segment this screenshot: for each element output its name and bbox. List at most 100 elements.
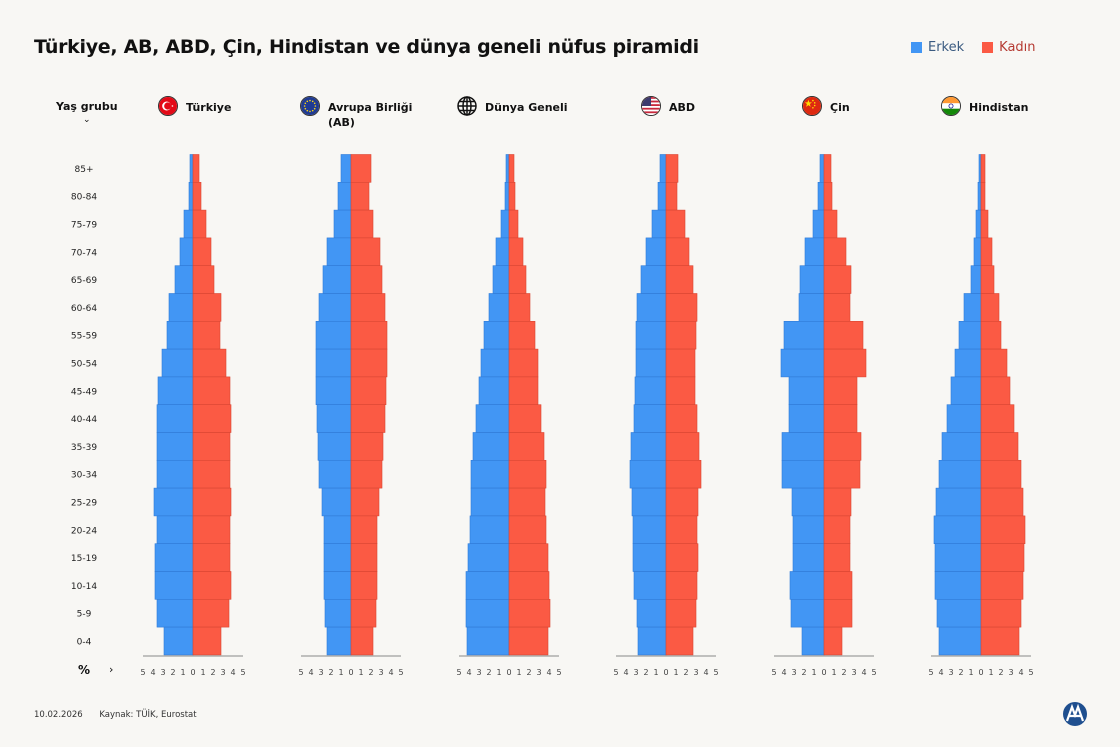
bar-female	[350, 543, 378, 572]
india-flag-icon	[941, 96, 961, 116]
bar-female	[350, 376, 387, 405]
x-tick-label: 2	[170, 668, 175, 677]
bar-male	[804, 237, 825, 266]
x-tick-label: 5	[871, 668, 876, 677]
x-tick-label: 1	[516, 668, 521, 677]
bar-female	[823, 626, 843, 656]
bar-female	[980, 209, 989, 239]
bar-female	[665, 543, 699, 572]
bar-male	[630, 432, 667, 461]
bar-female	[192, 237, 212, 266]
bar-female	[192, 320, 221, 350]
bar-female	[350, 598, 377, 628]
bar-male	[504, 182, 510, 211]
bar-female	[508, 320, 536, 350]
bar-female	[192, 571, 232, 600]
x-tick-label: 4	[466, 668, 471, 677]
bar-female	[823, 432, 862, 461]
bar-male	[323, 543, 352, 572]
chevron-down-icon: ⌄	[83, 115, 91, 125]
bar-female	[350, 293, 386, 322]
x-tick-label: 2	[841, 668, 846, 677]
x-tick-label: 0	[663, 668, 668, 677]
bar-male	[337, 182, 352, 211]
x-tick-label: 5	[771, 668, 776, 677]
x-tick-label: 3	[220, 668, 225, 677]
x-tick-label: 0	[506, 668, 511, 677]
page-title: Türkiye, AB, ABD, Çin, Hindistan ve düny…	[34, 36, 699, 58]
age-label: 65-69	[71, 276, 97, 286]
bar-female	[665, 154, 679, 183]
bar-male	[640, 265, 667, 294]
bar-male	[633, 404, 667, 433]
bar-female	[192, 348, 227, 378]
age-group-label: Yaş grubu	[56, 100, 118, 113]
bar-female	[823, 459, 861, 489]
bar-female	[192, 543, 231, 572]
bar-male	[812, 209, 825, 239]
bar-female	[350, 320, 388, 350]
x-tick-label: 0	[348, 668, 353, 677]
x-tick-label: 3	[1008, 668, 1013, 677]
bar-female	[508, 154, 515, 183]
age-group-header[interactable]: Yaş grubu ⌄	[56, 100, 118, 125]
bar-female	[192, 154, 200, 183]
bar-male	[478, 376, 510, 405]
x-tick-label: 3	[318, 668, 323, 677]
turkey-flag-icon	[158, 96, 178, 116]
panel-label: Avrupa Birliği (AB)	[328, 101, 413, 129]
bar-female	[665, 571, 698, 600]
bar-male	[333, 209, 352, 239]
china-flag-icon	[802, 96, 822, 116]
bar-male	[954, 348, 982, 378]
bar-male	[166, 320, 194, 350]
bar-female	[350, 515, 378, 545]
x-tick-label: 2	[958, 668, 963, 677]
bar-male	[156, 459, 194, 489]
bar-female	[508, 209, 519, 239]
bar-male	[946, 404, 982, 433]
bar-male	[798, 293, 825, 322]
bar-male	[659, 154, 667, 183]
footer: 10.02.2026 Kaynak: TÜİK, Eurostat	[34, 710, 211, 720]
x-tick-label: 4	[150, 668, 155, 677]
bar-female	[350, 348, 388, 378]
x-tick-label: 2	[328, 668, 333, 677]
bar-female	[980, 154, 986, 183]
bar-female	[350, 237, 381, 266]
bar-male	[466, 626, 510, 656]
age-label: 25-29	[71, 499, 97, 509]
bar-male	[492, 265, 510, 294]
bar-female	[823, 154, 832, 183]
bar-male	[634, 376, 667, 405]
axis-unit-label: %	[78, 663, 91, 677]
aa-logo	[1062, 701, 1088, 731]
bar-male	[154, 543, 194, 572]
bar-female	[823, 182, 833, 211]
x-tick-label: 4	[938, 668, 943, 677]
bar-female	[980, 348, 1008, 378]
bar-male	[792, 515, 825, 545]
bar-male	[938, 459, 982, 489]
bar-male	[505, 154, 510, 183]
x-tick-label: 1	[968, 668, 973, 677]
bar-male	[480, 348, 510, 378]
bar-female	[350, 571, 378, 600]
x-tick-label: 3	[948, 668, 953, 677]
bar-male	[636, 293, 667, 322]
bar-female	[350, 459, 383, 489]
x-tick-label: 3	[476, 668, 481, 677]
x-tick-label: 1	[653, 668, 658, 677]
bar-male	[179, 237, 194, 266]
panel-label: Çin	[830, 101, 850, 114]
bar-female	[665, 376, 696, 405]
age-label: 20-24	[71, 526, 97, 536]
x-tick-label: 5	[613, 668, 618, 677]
bar-female	[508, 237, 524, 266]
chevron-right-icon[interactable]: ›	[109, 663, 114, 676]
x-tick-label: 3	[536, 668, 541, 677]
age-label: 0-4	[77, 638, 92, 648]
x-tick-label: 4	[388, 668, 393, 677]
bar-male	[483, 320, 510, 350]
bar-female	[350, 182, 370, 211]
